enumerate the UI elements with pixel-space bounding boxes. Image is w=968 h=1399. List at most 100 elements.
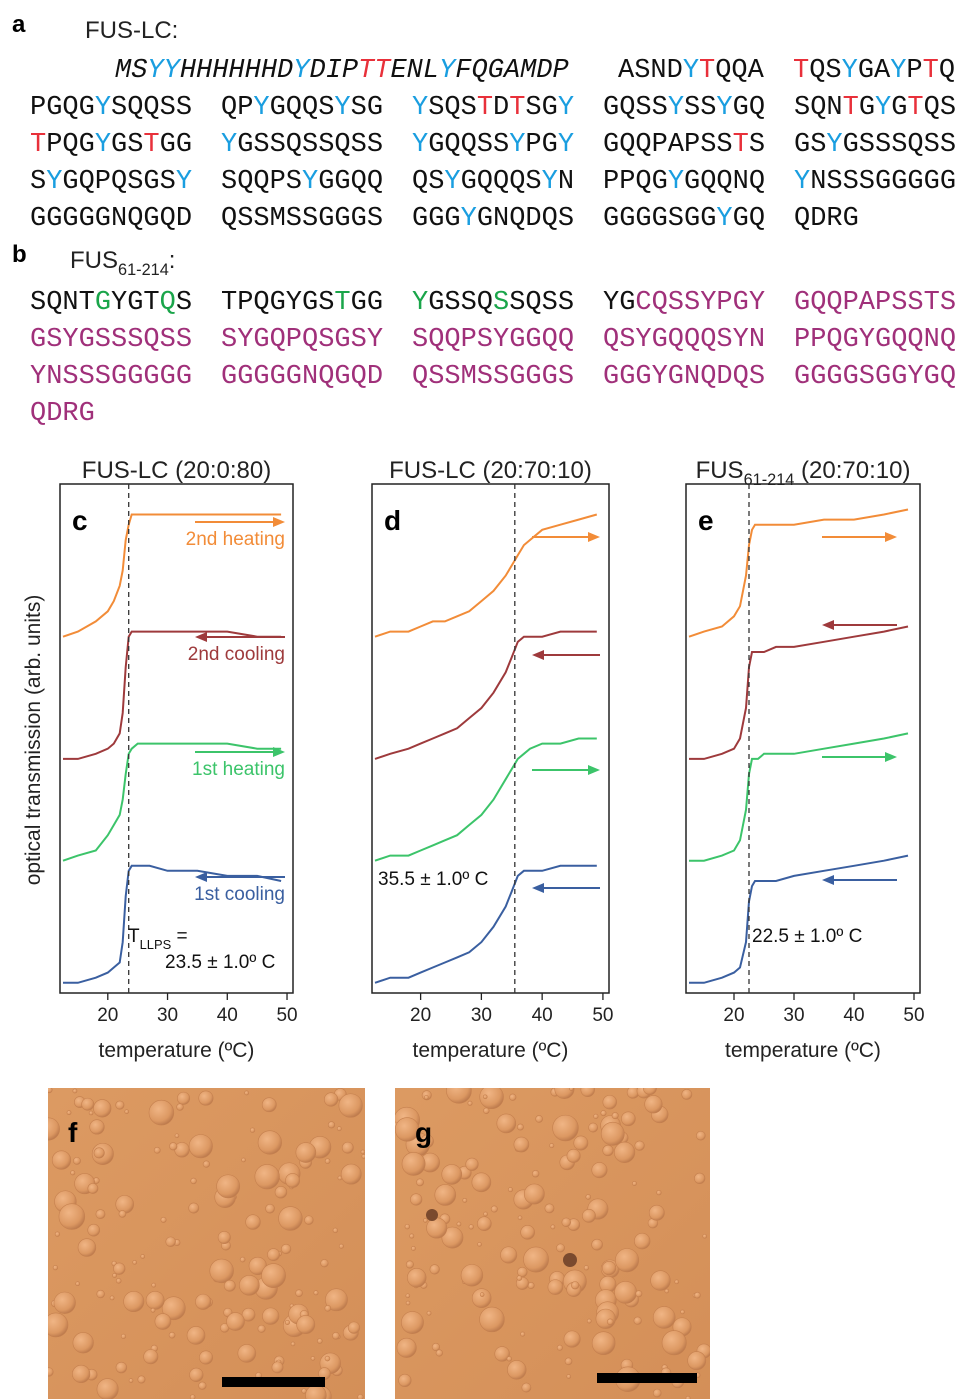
droplet [341, 1164, 361, 1184]
droplet [169, 1143, 177, 1151]
droplet [348, 1322, 360, 1334]
droplet [279, 1207, 303, 1231]
droplet [239, 1275, 259, 1295]
droplet [89, 1111, 93, 1115]
sequence-block: QDRG [794, 204, 859, 234]
residue-run: Y [95, 130, 111, 160]
residue-run: GGQQ [318, 167, 383, 197]
droplet [602, 1261, 616, 1275]
residue-run: TT [358, 56, 392, 86]
residue-run: Y [875, 93, 891, 123]
sequence-block: QSSMSSGGGS [412, 362, 574, 392]
residue-run: GA [858, 56, 891, 86]
droplet [55, 1232, 60, 1237]
residue-run: S [176, 288, 192, 318]
arrow-head [195, 872, 207, 882]
droplet [281, 1244, 291, 1254]
x-tick-label: 20 [723, 1005, 744, 1026]
droplet [94, 1148, 104, 1158]
residue-run: SQSS [509, 288, 574, 318]
text-part: FUS-LC (20:0:80) [82, 457, 271, 484]
x-tick-label: 50 [276, 1005, 297, 1026]
droplet [615, 1248, 638, 1271]
droplet [258, 1131, 282, 1155]
droplet [73, 1089, 77, 1093]
droplet [424, 1095, 428, 1099]
x-tick-label: 40 [843, 1005, 864, 1026]
droplet [520, 1332, 524, 1336]
threshold-label: 22.5 ± 1.0º C [752, 926, 862, 947]
droplet [696, 1131, 705, 1140]
droplet [508, 1187, 512, 1191]
residue-run: GQ [733, 204, 765, 234]
residue-run: QS [809, 56, 841, 86]
residue-run: TPQGYGS [221, 288, 334, 318]
droplet [565, 1358, 572, 1365]
arrow-head [822, 620, 834, 630]
droplet [262, 1308, 279, 1325]
residue-run: YY [147, 56, 181, 86]
sequence-block: GSYGSSSQSS [30, 325, 192, 355]
sequence-block: GGGGGNQGQD [30, 204, 192, 234]
figure: aFUS-LC:MSYYHHHHHHDYDIPTTENLYFQGAMDPASND… [0, 0, 968, 1399]
droplet [190, 1395, 195, 1399]
droplet [536, 1115, 543, 1122]
droplet [480, 1293, 484, 1297]
residue-run: Y [412, 93, 428, 123]
droplet [556, 1244, 564, 1252]
droplet [603, 1145, 614, 1156]
droplet [88, 1183, 98, 1193]
residue-run: PGQG [30, 93, 95, 123]
droplet [446, 1078, 471, 1103]
residue-run: FQGAMDP [455, 56, 568, 86]
residue-run: GQQSS [428, 130, 509, 160]
droplet [328, 1122, 335, 1129]
droplet [90, 1120, 105, 1135]
droplet [314, 1291, 318, 1295]
droplet [332, 1332, 339, 1339]
droplet [522, 1383, 531, 1392]
droplet [427, 1218, 447, 1238]
droplet [286, 1173, 300, 1187]
residue-run: T [477, 93, 493, 123]
curve [689, 510, 908, 637]
droplet [401, 1311, 423, 1333]
x-tick-label: 30 [471, 1005, 492, 1026]
sequence-block: QSYGQQQSYN [603, 325, 765, 355]
threshold-prefix: TLLPS = [128, 926, 188, 952]
droplet [592, 1332, 615, 1355]
droplet [507, 1360, 526, 1379]
droplet [37, 1118, 59, 1140]
droplet [97, 1379, 118, 1399]
residue-run: GQ [733, 93, 765, 123]
residue-run: YGT [111, 288, 160, 318]
sequence-block: QPYGQQSYSG [221, 93, 383, 123]
text-part: (20:70:10) [794, 457, 910, 484]
arrow-head [885, 532, 897, 542]
arrow-head [588, 532, 600, 542]
droplet [463, 1198, 467, 1202]
droplet [430, 1265, 440, 1275]
residue-run: SQNT [30, 288, 95, 318]
residue-run: GG [160, 130, 192, 160]
droplet [518, 1216, 522, 1220]
droplet [653, 1306, 675, 1328]
droplet [480, 1307, 505, 1332]
droplet [427, 1311, 431, 1315]
droplet [342, 1142, 353, 1153]
sequence-block: SQQPSYGGQQ [412, 325, 574, 355]
droplet [643, 1081, 656, 1094]
residue-run: GQQNQ [684, 167, 765, 197]
droplet [246, 1215, 261, 1230]
scale-bar [222, 1377, 325, 1387]
residue-run: T [793, 56, 809, 86]
droplet [621, 1112, 635, 1126]
residue-run: Y [302, 167, 318, 197]
droplet [592, 1162, 607, 1177]
droplet [296, 1143, 316, 1163]
droplet [523, 1247, 548, 1272]
droplet [325, 1356, 330, 1361]
droplet [435, 1184, 456, 1205]
droplet [657, 1190, 662, 1195]
residue-run: GGGGSGGYGQ [794, 362, 956, 392]
